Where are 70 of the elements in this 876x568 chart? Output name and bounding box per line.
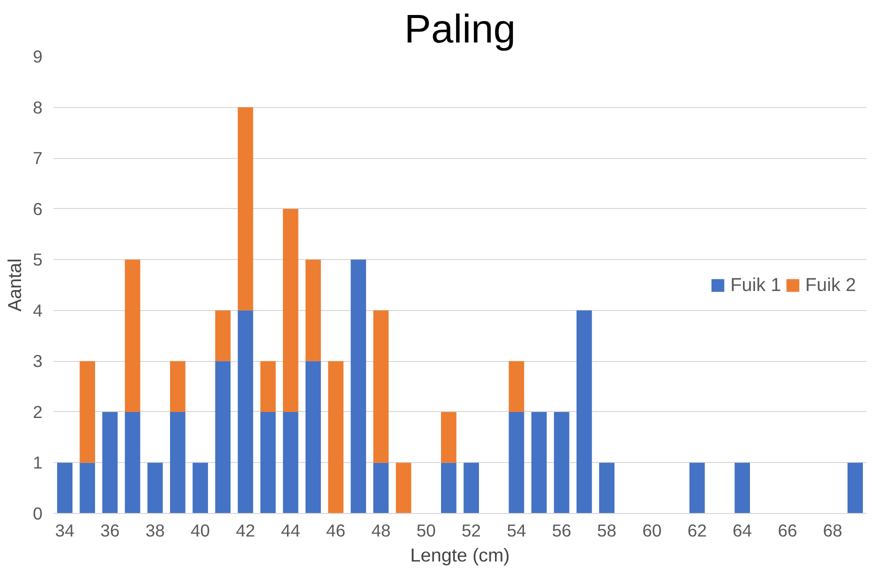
bar (554, 412, 570, 514)
bar (848, 462, 863, 514)
x-axis-title: Lengte (cm) (410, 544, 510, 566)
x-tick-label: 40 (190, 520, 210, 540)
legend-label: Fuik 1 (730, 274, 782, 296)
bar (576, 310, 592, 514)
bar (147, 462, 163, 514)
bar (531, 412, 547, 514)
bar (306, 361, 321, 514)
x-tick-label: 56 (552, 520, 572, 540)
y-tick-label: 9 (32, 46, 43, 66)
bar (441, 412, 456, 463)
bar (124, 412, 140, 514)
y-tick-label: 2 (32, 402, 43, 422)
bar (124, 260, 140, 412)
x-tick-label: 60 (642, 520, 662, 540)
x-tick-label: 62 (687, 520, 707, 540)
bar (170, 412, 186, 514)
bar (350, 260, 366, 514)
x-tick-label: 58 (597, 520, 616, 540)
bar (373, 462, 389, 514)
bar (260, 412, 276, 514)
x-tick-label: 36 (100, 520, 120, 540)
x-tick-label: 44 (280, 520, 301, 540)
bar (57, 462, 72, 514)
y-tick-label: 4 (32, 300, 43, 320)
bar (215, 310, 231, 362)
bar (508, 412, 524, 514)
bar (215, 361, 231, 514)
y-tick-label: 0 (32, 504, 43, 524)
bar (80, 462, 96, 514)
x-tick-label: 46 (326, 520, 346, 540)
bar (306, 260, 321, 362)
x-tick-label: 66 (778, 520, 798, 540)
bar (238, 107, 254, 310)
bar (192, 462, 208, 514)
bar (282, 208, 298, 412)
y-tick-label: 1 (32, 452, 43, 473)
x-tick-label: 54 (506, 520, 526, 540)
y-tick-label: 3 (32, 351, 43, 372)
bar (373, 310, 389, 463)
x-tick-label: 50 (416, 520, 436, 540)
legend-label: Fuik 2 (805, 274, 856, 296)
x-tick-label: 68 (822, 520, 842, 540)
x-tick-label: 34 (55, 520, 75, 540)
x-tick-label: 52 (462, 520, 481, 540)
bar (170, 361, 186, 412)
y-tick-label: 7 (32, 148, 43, 168)
bar (441, 462, 456, 514)
bar (260, 361, 276, 412)
bar (464, 462, 479, 514)
bar (396, 462, 412, 514)
bar (238, 310, 254, 514)
y-axis-title: Aantal (4, 258, 25, 312)
bar (80, 361, 96, 463)
y-tick-label: 6 (32, 198, 43, 219)
bar (508, 361, 524, 412)
chart-title: Paling (404, 8, 516, 52)
bar (102, 412, 118, 514)
x-tick-label: 48 (371, 520, 391, 540)
y-tick-label: 8 (32, 97, 43, 118)
bar (328, 361, 344, 514)
bar (689, 462, 705, 514)
bar (282, 412, 298, 514)
bar (599, 462, 614, 514)
x-tick-label: 42 (236, 520, 256, 540)
x-tick-label: 38 (145, 520, 165, 540)
y-tick-label: 5 (32, 250, 43, 270)
bar (734, 462, 750, 514)
x-tick-label: 64 (732, 520, 752, 540)
